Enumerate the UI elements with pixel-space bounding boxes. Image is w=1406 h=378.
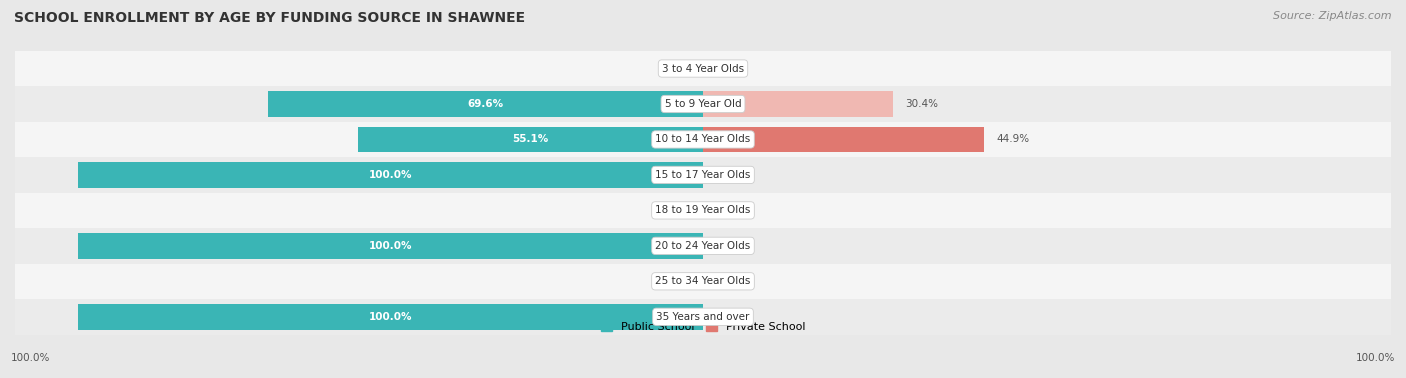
Bar bbox=[15, 193, 1391, 228]
Text: 0.0%: 0.0% bbox=[721, 312, 748, 322]
Bar bbox=[703, 91, 893, 117]
Text: 15 to 17 Year Olds: 15 to 17 Year Olds bbox=[655, 170, 751, 180]
Text: 55.1%: 55.1% bbox=[513, 135, 548, 144]
Bar bbox=[703, 127, 984, 152]
Text: 44.9%: 44.9% bbox=[997, 135, 1029, 144]
Text: 20 to 24 Year Olds: 20 to 24 Year Olds bbox=[655, 241, 751, 251]
Text: 100.0%: 100.0% bbox=[11, 353, 51, 363]
Bar bbox=[359, 127, 703, 152]
Text: 0.0%: 0.0% bbox=[721, 64, 748, 74]
Bar bbox=[77, 233, 703, 259]
Text: 5 to 9 Year Old: 5 to 9 Year Old bbox=[665, 99, 741, 109]
Text: 100.0%: 100.0% bbox=[368, 312, 412, 322]
Text: 35 Years and over: 35 Years and over bbox=[657, 312, 749, 322]
Text: 10 to 14 Year Olds: 10 to 14 Year Olds bbox=[655, 135, 751, 144]
Bar bbox=[15, 228, 1391, 263]
Text: SCHOOL ENROLLMENT BY AGE BY FUNDING SOURCE IN SHAWNEE: SCHOOL ENROLLMENT BY AGE BY FUNDING SOUR… bbox=[14, 11, 526, 25]
Text: 0.0%: 0.0% bbox=[721, 241, 748, 251]
Text: 3 to 4 Year Olds: 3 to 4 Year Olds bbox=[662, 64, 744, 74]
Text: 18 to 19 Year Olds: 18 to 19 Year Olds bbox=[655, 205, 751, 215]
Text: 30.4%: 30.4% bbox=[905, 99, 939, 109]
Bar bbox=[15, 263, 1391, 299]
Text: 0.0%: 0.0% bbox=[658, 205, 685, 215]
Text: 25 to 34 Year Olds: 25 to 34 Year Olds bbox=[655, 276, 751, 286]
Text: 0.0%: 0.0% bbox=[721, 205, 748, 215]
Text: 100.0%: 100.0% bbox=[1355, 353, 1395, 363]
Text: 0.0%: 0.0% bbox=[721, 276, 748, 286]
Bar bbox=[15, 86, 1391, 122]
Bar bbox=[77, 162, 703, 188]
Text: 0.0%: 0.0% bbox=[721, 170, 748, 180]
Text: 100.0%: 100.0% bbox=[368, 170, 412, 180]
Text: Source: ZipAtlas.com: Source: ZipAtlas.com bbox=[1274, 11, 1392, 21]
Text: 100.0%: 100.0% bbox=[368, 241, 412, 251]
Bar bbox=[15, 51, 1391, 86]
Bar bbox=[267, 91, 703, 117]
Bar bbox=[15, 299, 1391, 335]
Bar bbox=[77, 304, 703, 330]
Text: 0.0%: 0.0% bbox=[658, 276, 685, 286]
Bar bbox=[15, 122, 1391, 157]
Legend: Public School, Private School: Public School, Private School bbox=[596, 317, 810, 336]
Bar bbox=[15, 157, 1391, 193]
Text: 0.0%: 0.0% bbox=[658, 64, 685, 74]
Text: 69.6%: 69.6% bbox=[467, 99, 503, 109]
